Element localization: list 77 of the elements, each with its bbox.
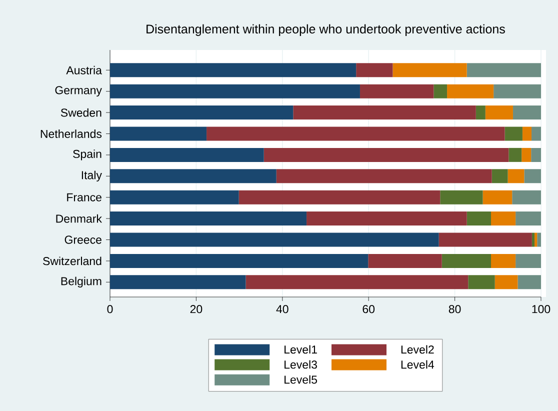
- bar: [468, 275, 495, 290]
- bar: [491, 254, 516, 268]
- y-tick-label: Sweden: [60, 108, 102, 117]
- x-tick-label: 0: [107, 305, 113, 314]
- bar: [110, 63, 356, 78]
- bar: [522, 148, 532, 162]
- y-tick-label: Belgium: [61, 276, 102, 288]
- bar: [110, 275, 246, 290]
- bar: [110, 148, 264, 162]
- bar: [264, 148, 509, 162]
- y-tick-label: Italy: [82, 170, 102, 182]
- bar: [110, 254, 368, 268]
- bar: [508, 169, 524, 184]
- x-tick-label: 20: [190, 305, 202, 314]
- bar: [534, 232, 538, 247]
- bar: [532, 232, 535, 247]
- bar: [522, 126, 532, 141]
- bar: [466, 63, 541, 78]
- bar: [476, 106, 486, 120]
- bar: [516, 254, 541, 268]
- bar: [531, 148, 541, 162]
- legend-label: Level2: [401, 345, 434, 354]
- bar: [518, 275, 541, 290]
- bar: [524, 169, 541, 184]
- bar: [356, 63, 393, 78]
- y-tick-label: France: [67, 193, 102, 202]
- bar: [238, 190, 440, 204]
- bar: [494, 275, 518, 290]
- bar: [293, 106, 476, 120]
- bar: [492, 169, 508, 184]
- bar: [532, 126, 541, 141]
- bar: [442, 254, 491, 268]
- legend-label: Level1: [284, 345, 317, 354]
- y-tick-label: Germany: [55, 86, 102, 97]
- chart-title: Disentanglement within people who undertook preventive actions: [146, 24, 505, 36]
- legend-label: Level4: [401, 360, 434, 369]
- bar: [537, 232, 541, 247]
- bar: [466, 212, 491, 226]
- bar: [512, 106, 541, 120]
- bar: [392, 63, 467, 78]
- bar: [512, 190, 541, 204]
- bar: [440, 190, 483, 204]
- x-tick-label: 80: [448, 305, 461, 314]
- bar: [110, 84, 360, 98]
- y-tick-label: Switzerland: [43, 256, 102, 266]
- bar: [206, 126, 505, 141]
- bar: [110, 190, 239, 204]
- bar: [494, 84, 541, 98]
- bar: [516, 212, 541, 226]
- x-tick-label: 40: [276, 305, 288, 314]
- x-tick-label: 100: [532, 305, 550, 314]
- legend-label: Level5: [284, 375, 318, 384]
- bar: [368, 254, 442, 268]
- bar: [482, 190, 512, 204]
- bar: [110, 169, 276, 184]
- bar: [110, 212, 307, 226]
- bar: [110, 126, 207, 141]
- bar: [246, 275, 468, 290]
- bar: [491, 212, 516, 226]
- bar: [110, 106, 294, 120]
- bar: [110, 232, 439, 247]
- bar: [434, 84, 448, 98]
- bar: [276, 169, 492, 184]
- y-tick-label: Spain: [73, 150, 102, 160]
- bar: [485, 106, 513, 120]
- legend-label: Level3: [284, 360, 317, 369]
- bar: [360, 84, 434, 98]
- bar: [447, 84, 494, 98]
- x-tick-label: 60: [362, 305, 375, 314]
- y-tick-label: Denmark: [56, 214, 102, 223]
- y-tick-label: Netherlands: [40, 130, 102, 138]
- bar: [438, 232, 532, 247]
- bar: [504, 126, 522, 141]
- y-tick-label: Greece: [64, 236, 102, 244]
- bar: [306, 212, 467, 226]
- bar: [508, 148, 522, 162]
- y-tick-label: Austria: [66, 66, 102, 74]
